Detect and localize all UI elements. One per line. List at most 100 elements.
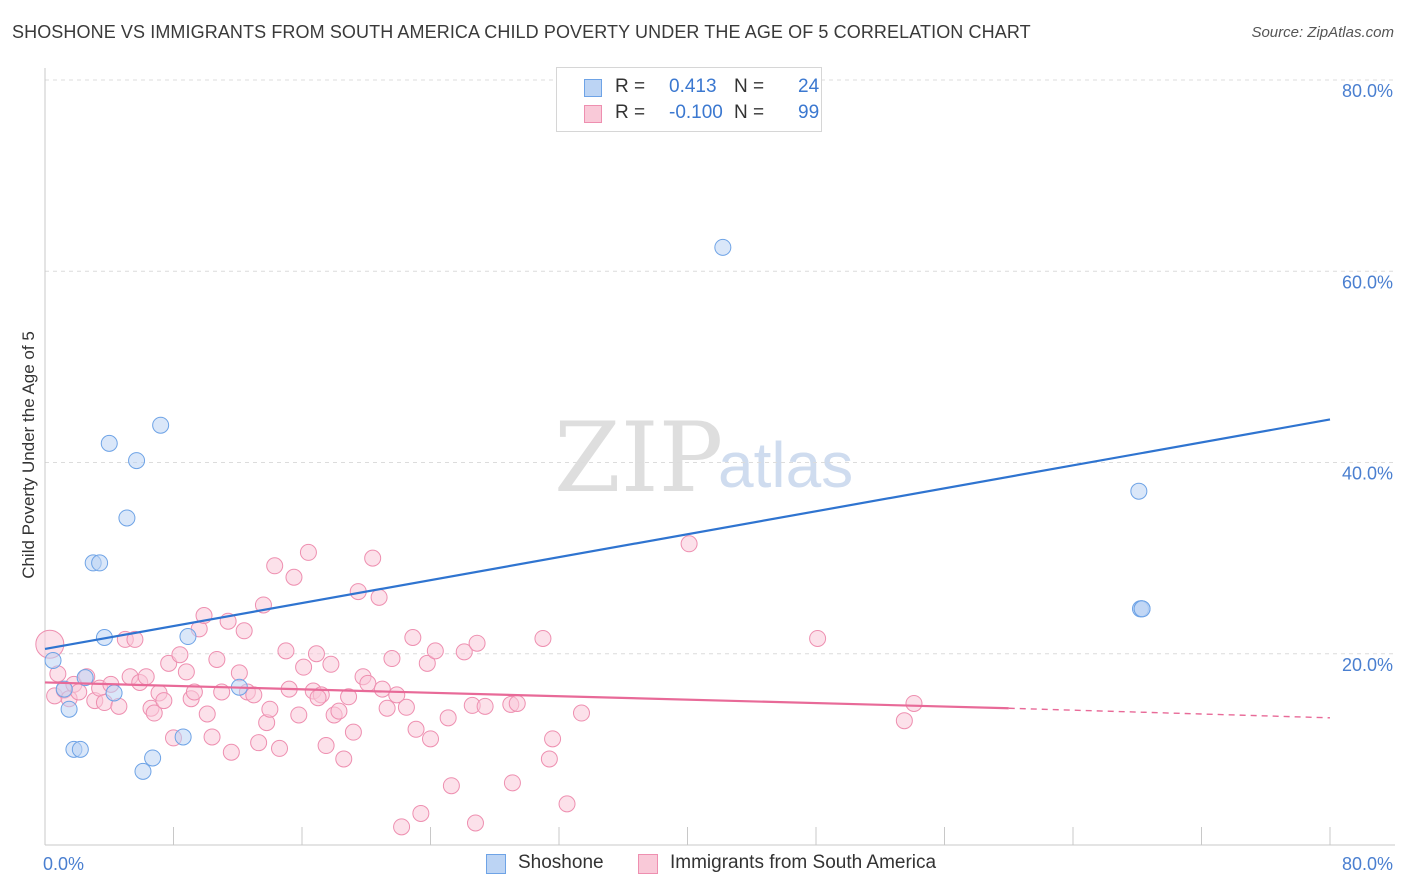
shoshone-point xyxy=(100,434,118,452)
n-label: N = xyxy=(734,76,765,97)
immigrants-point xyxy=(404,628,422,646)
shoshone-point xyxy=(174,728,192,746)
shoshone-point xyxy=(144,749,162,767)
r-label: R = xyxy=(615,102,646,123)
immigrants-point xyxy=(418,654,436,672)
immigrants-swatch xyxy=(638,854,658,874)
shoshone-point xyxy=(134,762,152,780)
shoshone-point xyxy=(179,628,197,646)
immigrants-point xyxy=(442,777,460,795)
watermark: ZIP atlas xyxy=(554,402,853,514)
immigrants-point xyxy=(572,704,590,722)
immigrants-point xyxy=(126,630,144,648)
immigrants-point xyxy=(468,634,486,652)
watermark-zip: ZIP xyxy=(554,402,723,514)
shoshone-point xyxy=(152,416,170,434)
immigrants-point xyxy=(534,629,552,647)
shoshone-point xyxy=(91,554,109,572)
immigrants-point xyxy=(171,646,189,664)
watermark-atlas: atlas xyxy=(718,429,853,501)
immigrants-point xyxy=(393,818,411,836)
x-tick-label: 0.0% xyxy=(43,854,84,874)
y-tick-label: 20.0% xyxy=(1342,655,1393,675)
legend-label: Shoshone xyxy=(518,852,604,873)
y-tick-label: 80.0% xyxy=(1342,81,1393,101)
r-label: R = xyxy=(615,76,646,97)
immigrants-point xyxy=(185,683,203,701)
shoshone-trend-line xyxy=(44,418,1331,651)
immigrants-point xyxy=(426,642,444,660)
immigrants-point xyxy=(895,712,913,730)
immigrants-point xyxy=(322,655,340,673)
shoshone-point xyxy=(76,669,94,687)
legend-label: Immigrants from South America xyxy=(670,852,937,873)
immigrants-point xyxy=(373,680,391,698)
immigrants-point xyxy=(245,686,263,704)
immigrants-point xyxy=(290,706,308,724)
r-value: 0.413 xyxy=(669,76,717,97)
immigrants-point xyxy=(160,654,178,672)
immigrants-point xyxy=(155,692,173,710)
y-tick-label: 60.0% xyxy=(1342,272,1393,292)
y-axis-label: Child Poverty Under the Age of 5 xyxy=(19,331,38,579)
gridlines xyxy=(45,79,1395,655)
immigrants-point xyxy=(198,705,216,723)
shoshone-point xyxy=(55,680,73,698)
immigrants-point xyxy=(540,750,558,768)
immigrants-point xyxy=(285,568,303,586)
immigrants-point xyxy=(364,549,382,567)
immigrants-point xyxy=(271,739,289,757)
immigrants-point xyxy=(230,664,248,682)
immigrants-point xyxy=(340,688,358,706)
immigrants-point xyxy=(137,668,155,686)
shoshone-swatch xyxy=(486,854,506,874)
immigrants-point xyxy=(222,743,240,761)
n-value: 24 xyxy=(798,76,820,97)
immigrants-point xyxy=(412,804,430,822)
immigrants-point xyxy=(203,728,221,746)
y-axis-tick-labels: 20.0% 40.0% 60.0% 80.0% xyxy=(1342,81,1393,675)
shoshone-point xyxy=(1130,482,1148,500)
immigrants-point xyxy=(177,663,195,681)
stats-legend: R = 0.413 N = 24 R = -0.100 N = 99 xyxy=(556,67,822,132)
shoshone-point xyxy=(118,509,136,527)
immigrants-point xyxy=(558,795,576,813)
shoshone-point xyxy=(714,238,732,256)
shoshone-point xyxy=(105,684,123,702)
immigrants-point xyxy=(261,700,279,718)
shoshone-swatch xyxy=(584,79,602,97)
immigrants-point xyxy=(335,750,353,768)
immigrants-point xyxy=(295,658,313,676)
series-immigrants-points xyxy=(35,535,923,836)
immigrants-point xyxy=(208,650,226,668)
chart-title: SHOSHONE VS IMMIGRANTS FROM SOUTH AMERIC… xyxy=(12,22,1031,42)
immigrants-point xyxy=(250,734,268,752)
immigrants-point xyxy=(809,629,827,647)
shoshone-point xyxy=(60,700,78,718)
immigrants-point xyxy=(344,723,362,741)
immigrants-point xyxy=(309,689,327,707)
x-axis-ticks xyxy=(173,827,1331,845)
y-tick-label: 40.0% xyxy=(1342,464,1393,484)
immigrants-point xyxy=(359,674,377,692)
series-legend: Shoshone Immigrants from South America xyxy=(0,852,1406,876)
immigrants-point xyxy=(455,643,473,661)
x-tick-label: 80.0% xyxy=(1342,854,1393,874)
immigrants-point xyxy=(378,699,396,717)
trend-lines xyxy=(44,418,1331,719)
immigrants-point xyxy=(383,650,401,668)
immigrants-point xyxy=(508,694,526,712)
immigrants-trend-line xyxy=(44,681,1009,710)
immigrants-point xyxy=(299,543,317,561)
axes xyxy=(44,68,1395,846)
shoshone-point xyxy=(1133,600,1151,618)
immigrants-point xyxy=(439,709,457,727)
n-label: N = xyxy=(734,102,765,123)
immigrants-swatch xyxy=(584,105,602,123)
immigrants-point xyxy=(145,704,163,722)
source-label: Source: ZipAtlas.com xyxy=(1251,24,1394,41)
r-value: -0.100 xyxy=(669,102,723,123)
immigrants-point xyxy=(70,683,88,701)
immigrants-point xyxy=(680,535,698,553)
immigrants-point xyxy=(317,737,335,755)
